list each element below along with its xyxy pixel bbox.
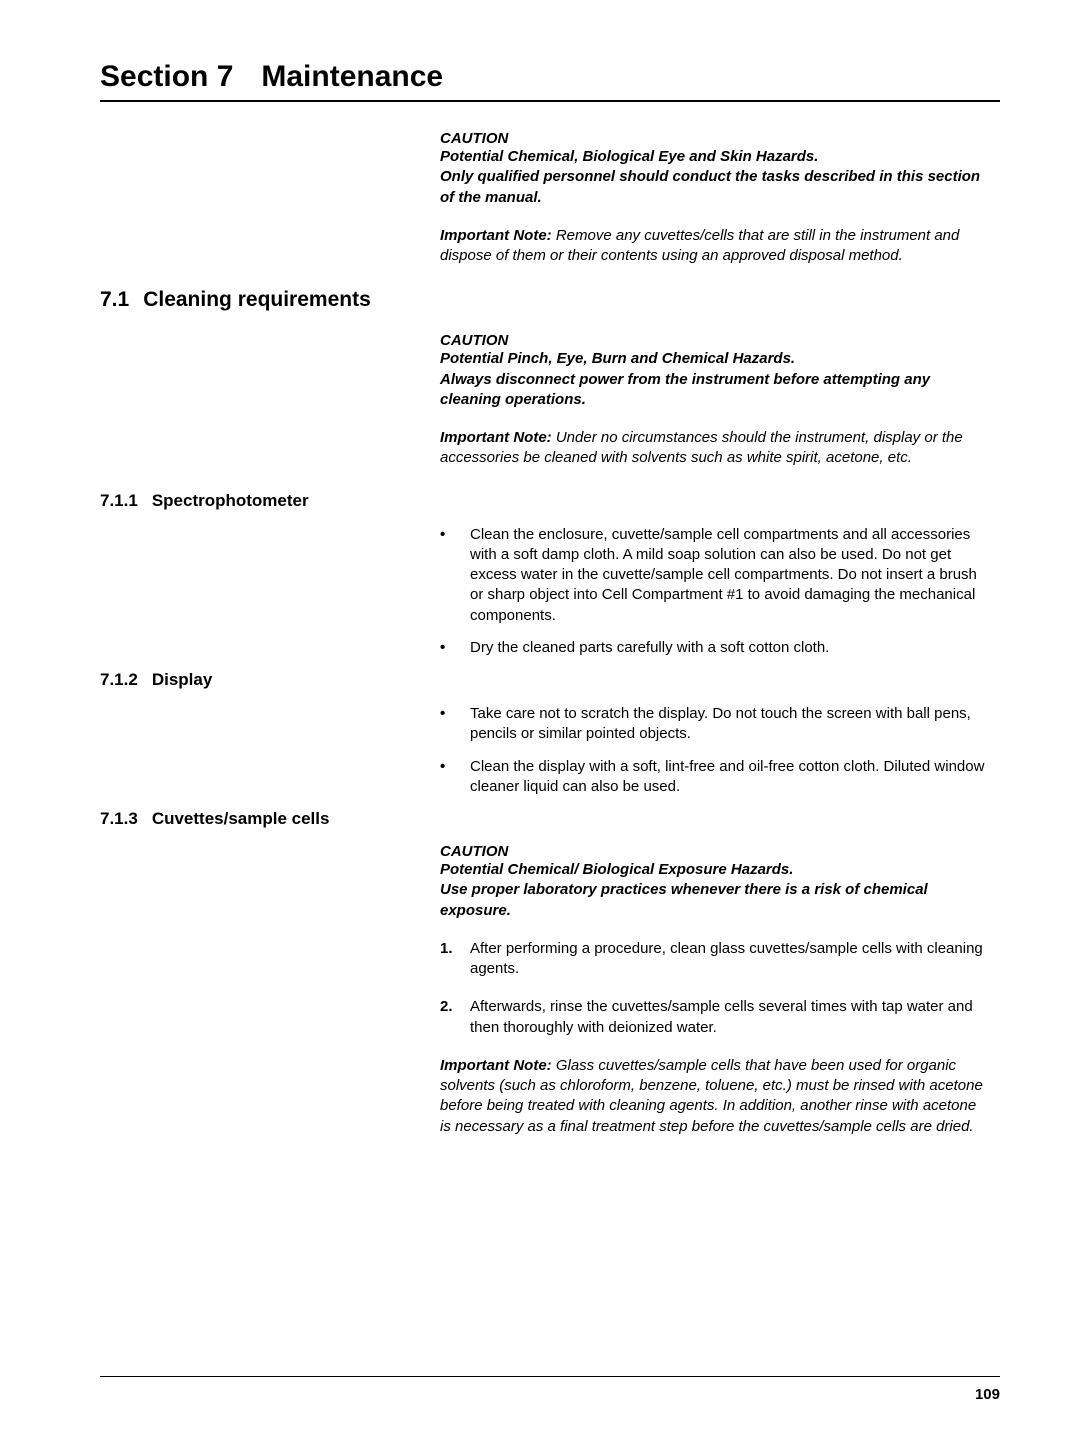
note-label: Important Note: (440, 1057, 552, 1074)
s71-caution: CAUTION Potential Pinch, Eye, Burn and C… (440, 332, 990, 410)
s713-note: Important Note: Glass cuvettes/sample ce… (440, 1056, 990, 1137)
caution-text: Always disconnect power from the instrum… (440, 370, 990, 411)
list-item: • Dry the cleaned parts carefully with a… (440, 638, 990, 658)
heading-7-1-1: 7.1.1 Spectrophotometer (100, 491, 1000, 511)
bullet-text: Dry the cleaned parts carefully with a s… (470, 638, 990, 658)
s71-note: Important Note: Under no circumstances s… (440, 428, 990, 469)
list-item: • Clean the display with a soft, lint-fr… (440, 757, 990, 798)
caution-text: Only qualified personnel should conduct … (440, 167, 990, 208)
heading-7-1: 7.1 Cleaning requirements (100, 288, 1000, 312)
list-item: • Take care not to scratch the display. … (440, 704, 990, 745)
bullet-marker: • (440, 638, 470, 658)
caution-text: Potential Pinch, Eye, Burn and Chemical … (440, 349, 990, 369)
heading-num: 7.1 (100, 288, 129, 312)
heading-text: Display (152, 670, 212, 689)
list-item: 2. Afterwards, rinse the cuvettes/sample… (440, 997, 990, 1038)
num-marker: 2. (440, 997, 470, 1038)
section-title: Section 7 Maintenance (100, 60, 1000, 102)
heading-7-1-3: 7.1.3 Cuvettes/sample cells (100, 809, 1000, 829)
list-item: • Clean the enclosure, cuvette/sample ce… (440, 525, 990, 626)
note-label: Important Note: (440, 429, 552, 446)
bullet-text: Clean the enclosure, cuvette/sample cell… (470, 525, 990, 626)
section-number: Section 7 (100, 60, 233, 94)
num-marker: 1. (440, 939, 470, 980)
heading-text: Spectrophotometer (152, 491, 309, 510)
intro-caution: CAUTION Potential Chemical, Biological E… (440, 130, 990, 208)
heading-7-1-2: 7.1.2 Display (100, 670, 1000, 690)
heading-text: Cuvettes/sample cells (152, 809, 330, 828)
num-text: Afterwards, rinse the cuvettes/sample ce… (470, 997, 990, 1038)
bullet-text: Take care not to scratch the display. Do… (470, 704, 990, 745)
caution-label: CAUTION (440, 130, 990, 147)
caution-text: Potential Chemical/ Biological Exposure … (440, 860, 990, 880)
num-text: After performing a procedure, clean glas… (470, 939, 990, 980)
note-label: Important Note: (440, 227, 552, 244)
caution-label: CAUTION (440, 843, 990, 860)
heading-num: 7.1.2 (100, 670, 138, 690)
bullet-marker: • (440, 704, 470, 745)
caution-label: CAUTION (440, 332, 990, 349)
bullet-marker: • (440, 525, 470, 626)
page-number: 109 (975, 1386, 1000, 1403)
s713-caution: CAUTION Potential Chemical/ Biological E… (440, 843, 990, 921)
heading-num: 7.1.1 (100, 491, 138, 511)
caution-text: Potential Chemical, Biological Eye and S… (440, 147, 990, 167)
section-title-text: Maintenance (261, 60, 443, 93)
intro-note: Important Note: Remove any cuvettes/cell… (440, 226, 990, 267)
heading-num: 7.1.3 (100, 809, 138, 829)
heading-text: Cleaning requirements (143, 288, 371, 311)
list-item: 1. After performing a procedure, clean g… (440, 939, 990, 980)
bullet-text: Clean the display with a soft, lint-free… (470, 757, 990, 798)
bullet-marker: • (440, 757, 470, 798)
caution-text: Use proper laboratory practices whenever… (440, 880, 990, 921)
footer-divider (100, 1376, 1000, 1377)
